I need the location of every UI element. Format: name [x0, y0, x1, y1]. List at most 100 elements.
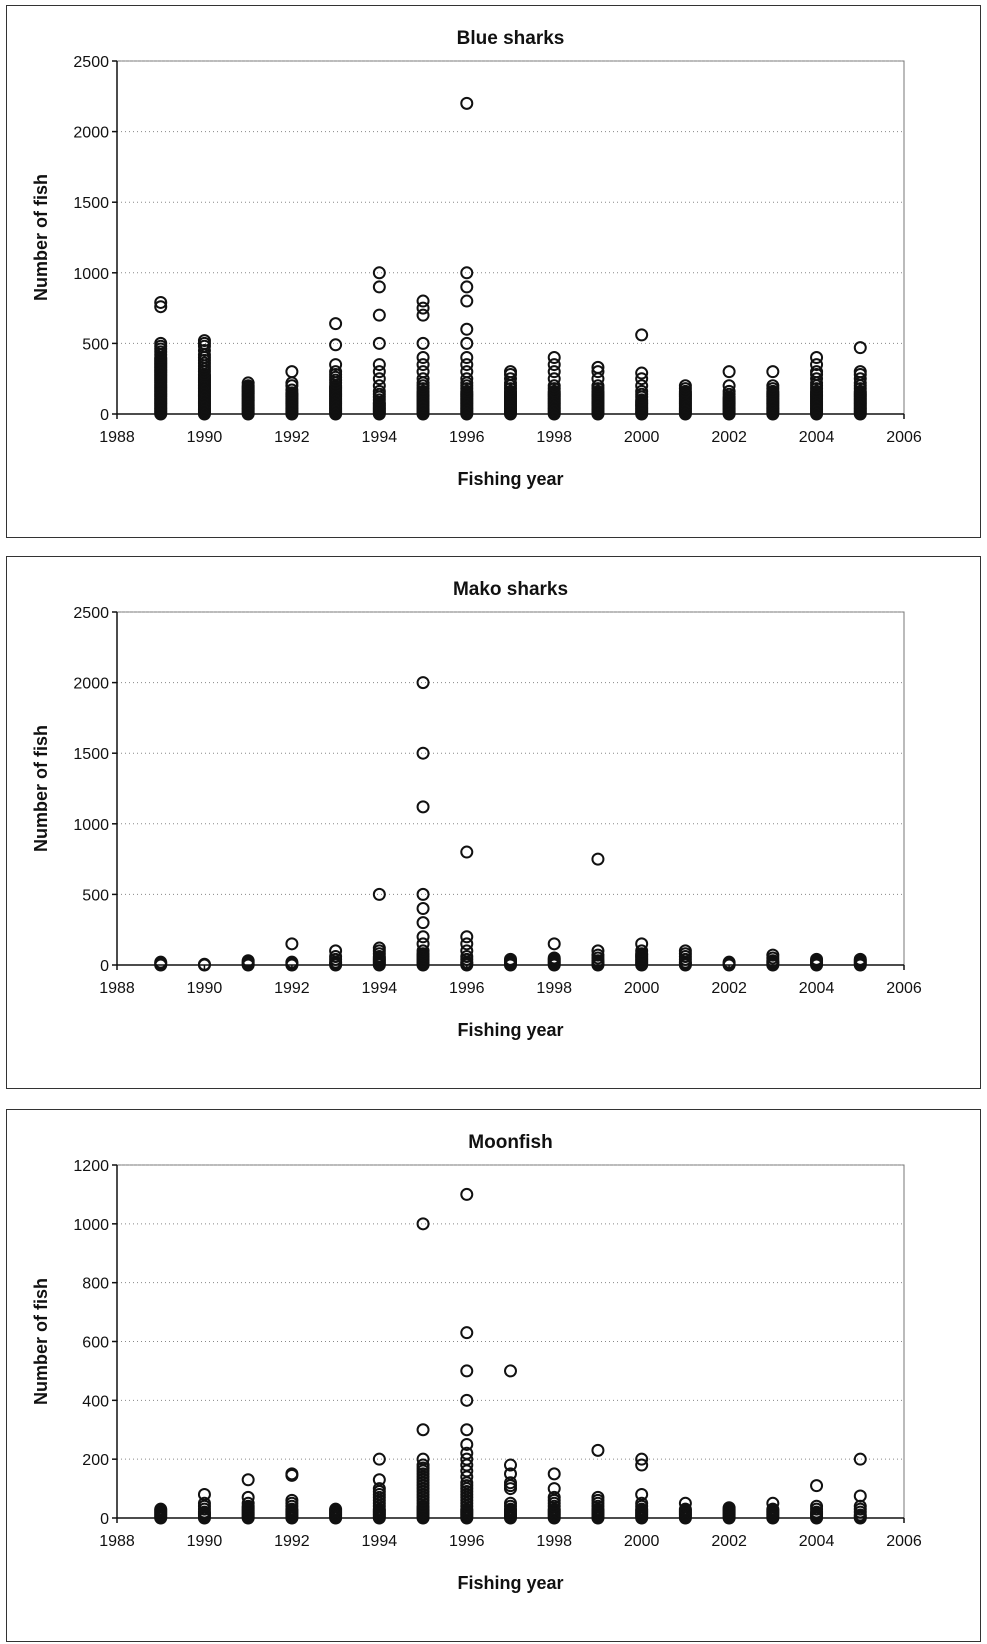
x-tick-label: 2006 — [886, 980, 922, 997]
data-point — [810, 952, 824, 966]
x-tick-label: 2002 — [711, 1533, 747, 1550]
data-point — [416, 746, 430, 760]
data-point — [591, 360, 605, 374]
data-point — [416, 930, 430, 944]
y-tick-label: 400 — [82, 1393, 109, 1410]
data-point — [547, 351, 561, 365]
x-tick-label: 1988 — [99, 1533, 135, 1550]
data-point — [329, 317, 343, 331]
x-tick-label: 1990 — [187, 429, 223, 446]
data-point — [810, 1499, 824, 1513]
data-point — [853, 341, 867, 355]
data-point — [722, 379, 736, 393]
data-point — [154, 336, 168, 350]
data-point — [460, 266, 474, 280]
x-axis-label: Fishing year — [457, 469, 563, 489]
data-point — [372, 336, 386, 350]
data-point — [460, 944, 474, 958]
data-point — [416, 676, 430, 690]
data-point — [416, 1458, 430, 1472]
x-tick-label: 2004 — [799, 429, 835, 446]
data-point — [416, 358, 430, 372]
x-tick-label: 2000 — [624, 1533, 660, 1550]
x-tick-label: 1990 — [187, 1533, 223, 1550]
chart-panel-mako-sharks: 0 500 1000 1500 2000 2500 1988 1990 1992 1994 1996… — [6, 556, 981, 1089]
y-tick-label: 0 — [100, 1511, 109, 1528]
x-axis-label: Fishing year — [457, 1020, 563, 1040]
x-tick-label: 1992 — [274, 429, 310, 446]
data-point — [154, 1502, 168, 1516]
data-point — [547, 365, 561, 379]
data-point — [460, 1423, 474, 1437]
data-point — [547, 1467, 561, 1481]
data-point — [460, 1437, 474, 1451]
data-point — [460, 96, 474, 110]
data-point — [460, 351, 474, 365]
data-point — [416, 336, 430, 350]
data-point — [372, 1473, 386, 1487]
chart-panel-moonfish: 0 200 400 600 800 1000 1200 1988 1990 1992 1994 199… — [6, 1109, 981, 1642]
chart-panel-blue-sharks: 0 500 1000 1500 2000 2500 1988 1990 1992 1994 1996… — [6, 5, 981, 538]
data-point — [372, 379, 386, 393]
data-point — [766, 1496, 780, 1510]
chart-svg-blue-sharks: 0 500 1000 1500 2000 2500 1988 1990 1992 1994 1996… — [31, 28, 922, 489]
x-tick-label: 2000 — [624, 429, 660, 446]
data-point — [810, 372, 824, 386]
x-tick-label: 2000 — [624, 980, 660, 997]
data-point — [460, 372, 474, 386]
data-point — [460, 950, 474, 964]
x-tick-label: 2006 — [886, 1533, 922, 1550]
data-point — [678, 1502, 692, 1516]
data-point — [154, 955, 168, 969]
x-tick-label: 2006 — [886, 429, 922, 446]
data-point — [766, 1502, 780, 1516]
data-point — [285, 365, 299, 379]
y-tick-label: 600 — [82, 1335, 109, 1352]
data-point — [416, 902, 430, 916]
data-point — [547, 1482, 561, 1496]
x-tick-label: 1990 — [187, 980, 223, 997]
data-point — [591, 365, 605, 379]
data-point — [722, 955, 736, 969]
data-point — [853, 952, 867, 966]
data-point — [416, 1423, 430, 1437]
y-tick-label: 1000 — [73, 1217, 109, 1234]
data-point — [372, 1452, 386, 1466]
chart-svg-mako-sharks: 0 500 1000 1500 2000 2500 1988 1990 1992 1994 1996… — [31, 579, 922, 1040]
data-point — [547, 372, 561, 386]
data-point — [635, 1452, 649, 1466]
data-point — [416, 1217, 430, 1231]
data-point — [372, 372, 386, 386]
x-tick-label: 1994 — [362, 429, 398, 446]
data-point — [416, 800, 430, 814]
data-point — [197, 343, 211, 357]
x-tick-label: 1998 — [536, 1533, 572, 1550]
data-point — [154, 295, 168, 309]
x-tick-label: 2002 — [711, 980, 747, 997]
data-point — [241, 1490, 255, 1504]
y-axis-label: Number of fish — [31, 174, 51, 301]
data-point — [635, 1496, 649, 1510]
data-point — [416, 365, 430, 379]
data-point — [810, 351, 824, 365]
y-tick-label: 1200 — [73, 1158, 109, 1175]
data-point — [722, 384, 736, 398]
chart-title: Mako sharks — [453, 579, 568, 600]
x-tick-label: 1988 — [99, 429, 135, 446]
data-point — [547, 358, 561, 372]
y-axis-label: Number of fish — [31, 1278, 51, 1405]
data-point — [197, 957, 211, 971]
moonfish-points — [154, 1187, 867, 1525]
data-point — [810, 358, 824, 372]
data-point — [460, 937, 474, 951]
y-tick-label: 500 — [82, 336, 109, 353]
data-point — [591, 944, 605, 958]
data-point — [372, 1482, 386, 1496]
data-point — [853, 1489, 867, 1503]
data-point — [504, 1496, 517, 1510]
data-point — [285, 1467, 299, 1481]
data-point — [241, 376, 255, 390]
data-point — [853, 372, 867, 386]
chart-svg-moonfish: 0 200 400 600 800 1000 1200 1988 1990 1992 1994 199… — [31, 1132, 922, 1593]
data-point — [547, 951, 561, 965]
